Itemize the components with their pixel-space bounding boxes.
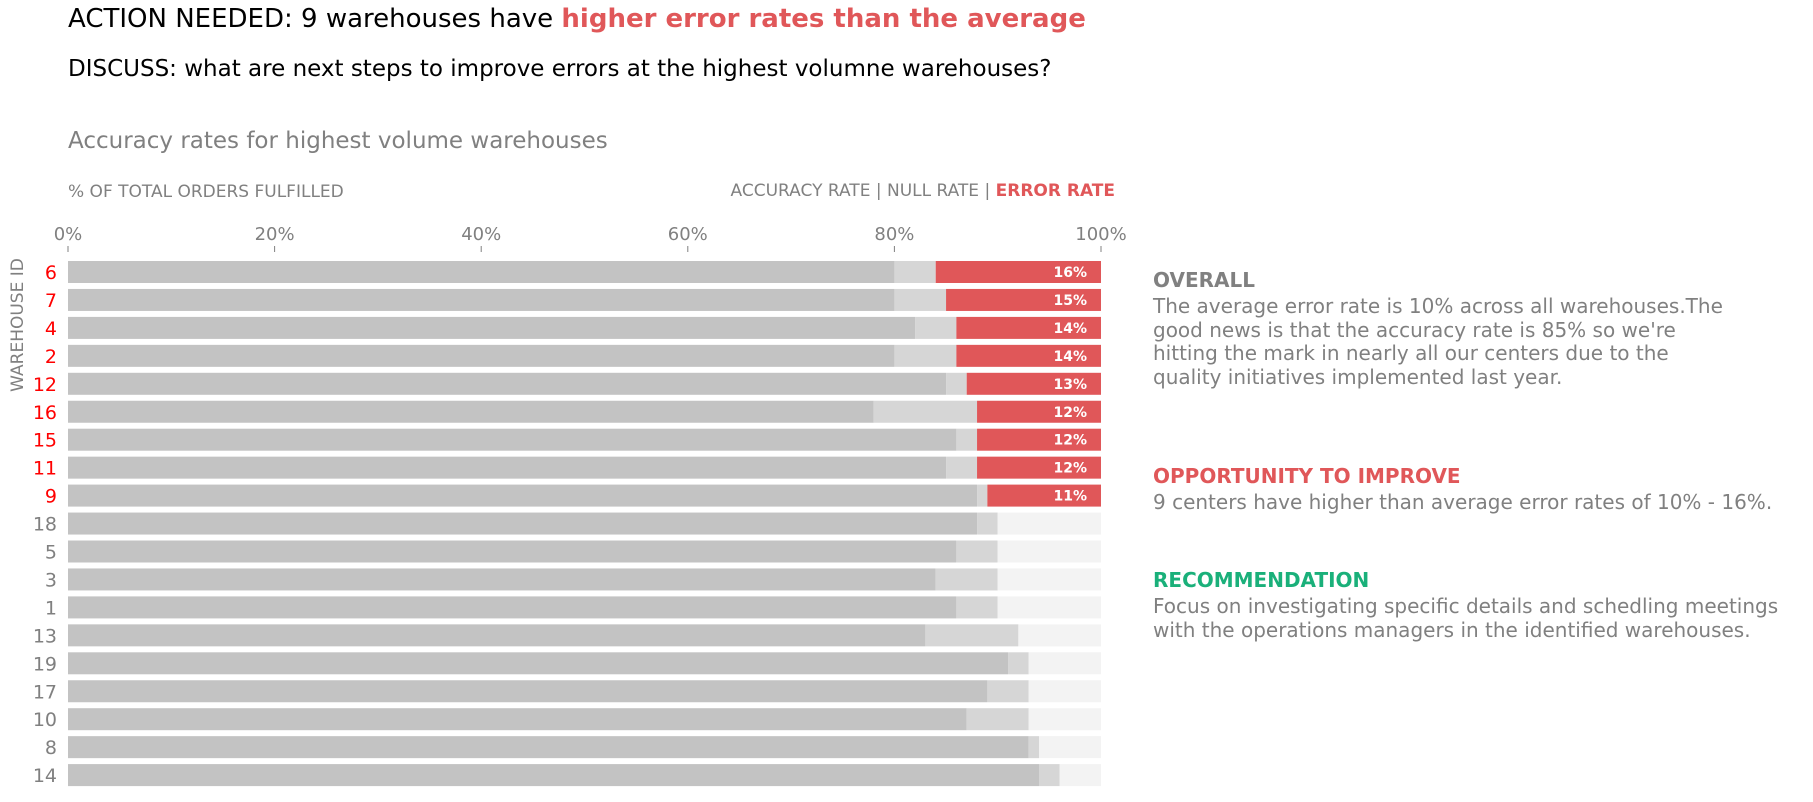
y-tick-label: 10 (33, 709, 57, 731)
bar-accuracy (68, 345, 894, 367)
bar-accuracy (68, 541, 956, 563)
bar-null (874, 401, 977, 423)
opportunity-section: OPPORTUNITY TO IMPROVE 9 centers have hi… (1153, 464, 1803, 515)
bar-accuracy (68, 513, 977, 535)
y-tick-label: 4 (45, 318, 57, 340)
x-tick-label: 80% (874, 224, 914, 245)
overall-section: OVERALL The average error rate is 10% ac… (1153, 268, 1773, 389)
overall-body: The average error rate is 10% across all… (1153, 295, 1723, 389)
bar-accuracy (68, 401, 874, 423)
bar-null (946, 457, 977, 479)
opportunity-body: 9 centers have higher than average error… (1153, 491, 1803, 515)
bar-null (946, 373, 967, 395)
y-tick-label: 14 (33, 765, 57, 787)
bar-accuracy (68, 568, 936, 590)
bar-null (894, 345, 956, 367)
bar-null (967, 708, 1029, 730)
bar-accuracy (68, 289, 894, 311)
bar-accuracy (68, 680, 987, 702)
bar-data-label: 12% (1053, 433, 1087, 449)
bar-error (1029, 708, 1101, 730)
bar-data-label: 14% (1053, 321, 1087, 337)
y-tick-label: 13 (33, 625, 57, 647)
bar-error (1029, 652, 1101, 674)
recommendation-body: Focus on investigating specific details … (1153, 595, 1808, 642)
bar-data-label: 12% (1053, 461, 1087, 477)
y-tick-label: 3 (45, 569, 57, 591)
bar-data-label: 11% (1053, 489, 1087, 505)
bar-accuracy (68, 624, 925, 646)
bar-null (1008, 652, 1029, 674)
bar-error (1029, 680, 1101, 702)
y-tick-label: 7 (45, 290, 57, 312)
y-tick-label: 15 (33, 430, 57, 452)
bar-accuracy (68, 457, 946, 479)
bar-accuracy (68, 764, 1039, 786)
bar-accuracy (68, 708, 967, 730)
bar-accuracy (68, 736, 1029, 758)
y-tick-label: 18 (33, 514, 57, 536)
bar-accuracy (68, 652, 1008, 674)
y-tick-label: 11 (33, 458, 57, 480)
y-tick-label: 8 (45, 737, 57, 759)
x-tick-label: 20% (255, 224, 295, 245)
bar-null (1029, 736, 1039, 758)
y-axis-title: WAREHOUSE ID (8, 258, 28, 392)
overall-title: OVERALL (1153, 268, 1773, 292)
bar-error (998, 596, 1101, 618)
bar-error (1060, 764, 1101, 786)
bar-null (977, 513, 998, 535)
x-tick-label: 0% (54, 224, 83, 245)
bar-null (956, 541, 997, 563)
bar-accuracy (68, 429, 956, 451)
bar-error (998, 513, 1101, 535)
bar-data-label: 16% (1053, 265, 1087, 281)
bar-accuracy (68, 373, 946, 395)
bar-data-label: 13% (1053, 377, 1087, 393)
bar-error (998, 541, 1101, 563)
bar-data-label: 15% (1053, 293, 1087, 309)
bar-null (987, 680, 1028, 702)
bar-null (977, 485, 987, 507)
y-tick-label: 1 (45, 597, 57, 619)
bar-accuracy (68, 317, 915, 339)
bar-error (998, 568, 1101, 590)
y-tick-label: 2 (45, 346, 57, 368)
bar-data-label: 12% (1053, 405, 1087, 421)
bar-error (1018, 624, 1101, 646)
bar-null (1039, 764, 1060, 786)
bar-null (956, 429, 977, 451)
bar-null (915, 317, 956, 339)
y-tick-label: 12 (33, 374, 57, 396)
x-tick-label: 100% (1075, 224, 1126, 245)
bar-accuracy (68, 596, 956, 618)
y-tick-label: 17 (33, 681, 57, 703)
bar-null (925, 624, 1018, 646)
bar-data-label: 14% (1053, 349, 1087, 365)
y-tick-label: 9 (45, 486, 57, 508)
y-tick-label: 5 (45, 542, 57, 564)
bar-error (1039, 736, 1101, 758)
recommendation-title: RECOMMENDATION (1153, 568, 1808, 592)
x-tick-label: 40% (461, 224, 501, 245)
y-tick-label: 19 (33, 653, 57, 675)
opportunity-title: OPPORTUNITY TO IMPROVE (1153, 464, 1803, 488)
bar-accuracy (68, 485, 977, 507)
bar-null (936, 568, 998, 590)
x-tick-label: 60% (668, 224, 708, 245)
bar-null (956, 596, 997, 618)
y-tick-label: 16 (33, 402, 57, 424)
y-tick-label: 6 (45, 262, 57, 284)
bar-null (894, 261, 935, 283)
stacked-bar-chart: 0% 20% 40% 60% 80% 100%WAREHOUSE ID 16%615%714… (0, 0, 1140, 802)
bar-null (894, 289, 946, 311)
recommendation-section: RECOMMENDATION Focus on investigating sp… (1153, 568, 1808, 642)
bar-accuracy (68, 261, 894, 283)
